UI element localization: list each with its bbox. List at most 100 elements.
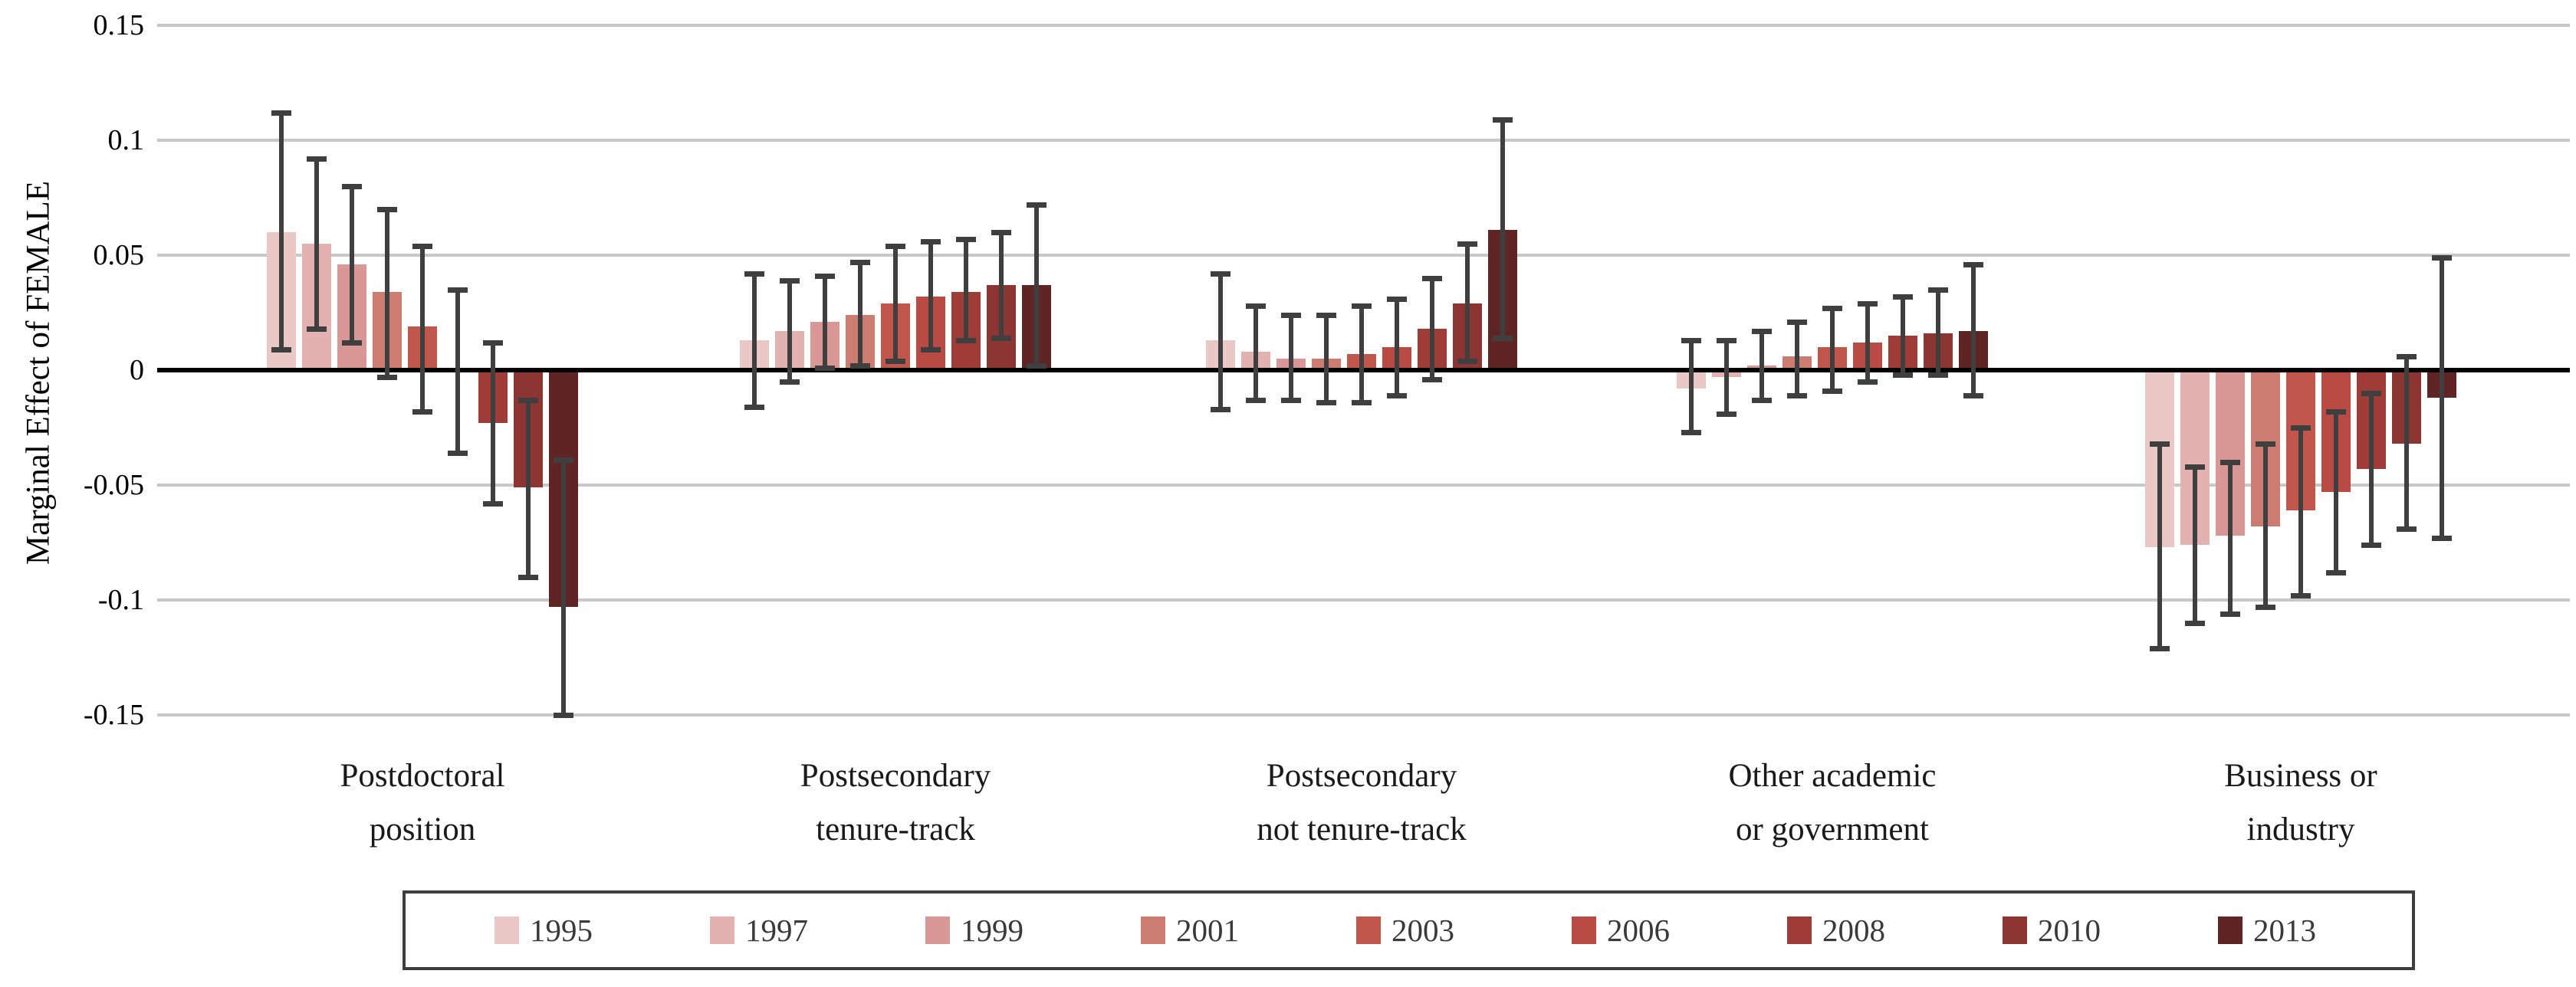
- legend-item: 1999: [925, 894, 1024, 967]
- legend-year-label: 2010: [2038, 913, 2101, 948]
- y-tick-label: 0: [130, 354, 144, 386]
- category-label: Postsecondary not tenure-track: [1124, 749, 1599, 857]
- legend-item: 2001: [1141, 894, 1239, 967]
- legend-item: 2003: [1356, 894, 1454, 967]
- error-bar-cap-bottom: [2432, 536, 2452, 541]
- error-bar-cap-top: [1027, 202, 1046, 208]
- category-label: Business or industry: [2063, 749, 2538, 857]
- category-label-line: Postsecondary: [1266, 758, 1457, 794]
- error-bar-cap-bottom: [2150, 646, 2170, 651]
- category-label: Other academic or government: [1595, 749, 2070, 857]
- error-bar-cap-top: [412, 244, 432, 249]
- error-bar: [2228, 462, 2233, 614]
- legend-item: 2006: [1572, 894, 1670, 967]
- error-bar-cap-top: [2432, 255, 2452, 261]
- error-bar-cap-top: [1211, 271, 1230, 277]
- legend-item: 2013: [2218, 894, 2316, 967]
- legend-item: 2010: [2003, 894, 2101, 967]
- error-bar-cap-top: [307, 156, 327, 162]
- error-bar: [1760, 331, 1764, 400]
- y-tick-label: -0.15: [83, 699, 144, 731]
- category-label-line: position: [369, 812, 476, 848]
- error-bar-cap-top: [2150, 441, 2170, 447]
- error-bar-cap-bottom: [1027, 363, 1046, 369]
- error-bar: [561, 460, 566, 715]
- error-bar: [1901, 297, 1905, 375]
- error-bar: [1830, 308, 1835, 391]
- legend-item: 1995: [495, 894, 593, 967]
- error-bar: [964, 239, 968, 340]
- category-label-line: Business or: [2224, 758, 2377, 794]
- error-bar: [350, 186, 354, 343]
- error-bar-cap-bottom: [1352, 400, 1372, 405]
- y-tick-label: -0.1: [97, 584, 144, 616]
- error-bar-cap-bottom: [307, 326, 327, 332]
- error-bar-cap-top: [1422, 276, 1442, 281]
- error-bar-cap-bottom: [1681, 430, 1701, 435]
- error-bar: [999, 232, 1004, 338]
- error-bar: [2298, 428, 2303, 595]
- category-label: Postsecondary tenure-track: [658, 749, 1133, 857]
- error-bar-cap-top: [1858, 301, 1878, 307]
- error-bar: [1034, 205, 1039, 366]
- error-bar-cap-top: [2397, 354, 2417, 359]
- error-bar-cap-top: [886, 244, 905, 249]
- legend-color-swatch: [2218, 916, 2242, 944]
- error-bar-cap-top: [448, 287, 468, 293]
- error-bar-cap-top: [780, 278, 800, 284]
- error-bar: [1971, 264, 1976, 395]
- error-bar-cap-bottom: [1246, 398, 1266, 403]
- error-bar-cap-bottom: [1387, 393, 1407, 398]
- y-tick-label: -0.05: [83, 469, 144, 501]
- error-bar-cap-top: [518, 398, 538, 403]
- legend-year-label: 1997: [745, 913, 808, 948]
- error-bar-cap-top: [1387, 297, 1407, 302]
- gridline: [157, 139, 2570, 142]
- error-bar: [1218, 274, 1223, 409]
- error-bar: [1795, 322, 1799, 395]
- error-bar-cap-top: [2361, 391, 2381, 396]
- error-bar: [928, 241, 933, 349]
- error-bar-cap-bottom: [377, 375, 397, 380]
- error-bar-cap-bottom: [2256, 605, 2275, 610]
- error-bar-cap-bottom: [921, 347, 941, 352]
- error-bar: [1865, 303, 1870, 382]
- error-bar: [385, 209, 389, 377]
- legend: 1995 1997 1999 2001 2003 2006 2008 2010 2013: [402, 890, 2415, 970]
- error-bar: [2334, 412, 2338, 572]
- gridline: [157, 484, 2570, 487]
- error-bar-cap-bottom: [483, 501, 503, 507]
- error-bar-cap-bottom: [1457, 359, 1477, 364]
- error-bar: [455, 290, 460, 453]
- error-bar-cap-bottom: [886, 359, 905, 364]
- legend-color-swatch: [495, 916, 519, 944]
- legend-color-swatch: [1356, 916, 1381, 944]
- error-bar-cap-bottom: [815, 366, 835, 371]
- error-bar-cap-top: [1457, 241, 1477, 247]
- gridline: [157, 254, 2570, 257]
- gridline: [157, 598, 2570, 602]
- error-bar: [2404, 356, 2409, 529]
- error-bar: [2157, 444, 2162, 648]
- error-bar-cap-top: [991, 230, 1011, 235]
- error-bar: [752, 274, 757, 407]
- error-bar: [1395, 299, 1399, 395]
- error-bar-cap-bottom: [1822, 389, 1842, 394]
- error-bar-cap-bottom: [2361, 543, 2381, 548]
- error-bar-cap-bottom: [1281, 398, 1301, 403]
- error-bar: [314, 159, 319, 329]
- error-bar-cap-bottom: [271, 347, 291, 352]
- error-bar: [2193, 467, 2197, 623]
- legend-year-label: 2006: [1607, 913, 1670, 948]
- error-bar: [1936, 290, 1940, 375]
- legend-year-label: 1995: [530, 913, 593, 948]
- error-bar-cap-bottom: [342, 340, 362, 346]
- error-bar-cap-bottom: [1211, 407, 1230, 412]
- error-bar-cap-bottom: [780, 379, 800, 385]
- error-bar: [893, 246, 898, 361]
- error-bar-cap-bottom: [850, 363, 870, 369]
- error-bar: [1430, 278, 1434, 379]
- legend-item: 1997: [710, 894, 808, 967]
- error-bar-cap-bottom: [412, 409, 432, 415]
- error-bar-cap-top: [1316, 313, 1336, 318]
